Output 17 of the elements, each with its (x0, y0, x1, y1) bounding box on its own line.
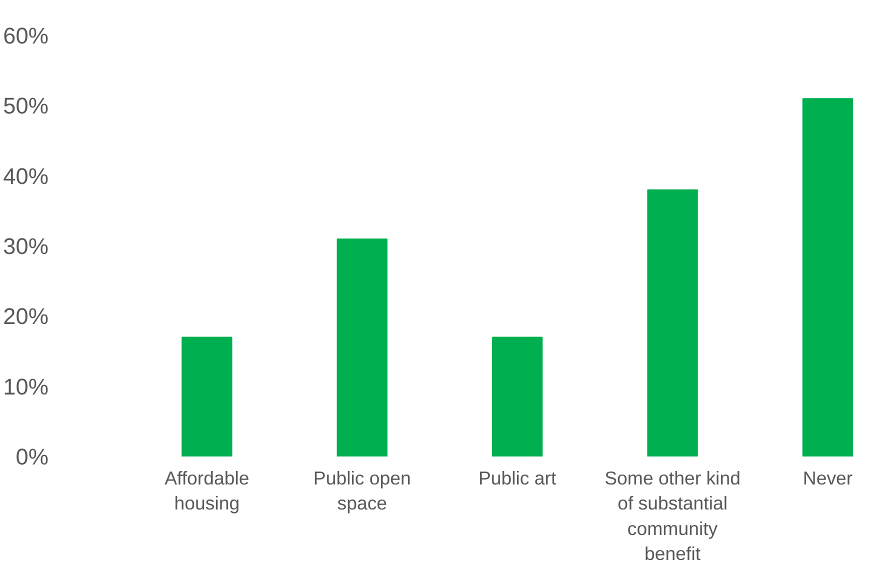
bar (647, 189, 698, 456)
y-tick-label: 40% (3, 162, 49, 189)
y-tick-label: 60% (3, 22, 49, 48)
x-tick-label: Affordable housing (164, 468, 250, 514)
y-tick-label: 10% (3, 373, 49, 400)
x-tick-label: Some other kind of substantial community benefit (604, 468, 740, 564)
bar (336, 238, 388, 456)
y-tick-label: 50% (3, 92, 49, 119)
x-tick-label: Public open space (313, 468, 411, 514)
y-tick-label: 20% (3, 303, 49, 330)
y-tick-label: 0% (16, 444, 49, 470)
x-tick-label: Never (802, 468, 853, 488)
bar (182, 336, 232, 456)
x-tick-label: Public art (478, 468, 558, 488)
y-tick-label: 30% (3, 233, 49, 259)
bar (802, 98, 854, 456)
bar (492, 336, 543, 456)
